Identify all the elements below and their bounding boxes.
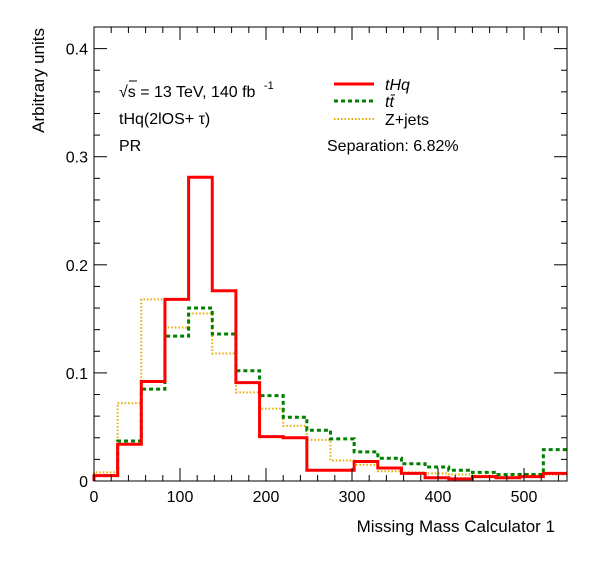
legend-label-ttbar: tt̄ xyxy=(385,94,396,111)
region-label: tHq(2lOS+ τ) xyxy=(119,111,210,128)
y-tick-label: 0.2 xyxy=(66,258,88,275)
y-tick-label: 0.3 xyxy=(66,150,88,167)
energy-label-main: √s = 13 TeV, 140 fb xyxy=(119,84,256,101)
energy-label: √s = 13 TeV, 140 fb -1 xyxy=(119,80,274,101)
pr-label: PR xyxy=(119,138,141,155)
series-line-thq xyxy=(94,177,567,481)
y-tick-label: 0.4 xyxy=(66,42,88,59)
series-layer xyxy=(94,177,567,481)
y-tick-label: 0 xyxy=(79,474,88,491)
y-axis-label: Arbitrary units xyxy=(29,28,48,133)
x-tick-label: 200 xyxy=(253,489,280,506)
separation-label: Separation: 6.82% xyxy=(327,138,459,155)
legend-label-zjets: Z+jets xyxy=(385,112,429,129)
x-axis-label: Missing Mass Calculator 1 xyxy=(357,517,555,536)
x-tick-label: 100 xyxy=(167,489,194,506)
x-tick-label: 400 xyxy=(425,489,452,506)
legend: tHq tt̄ Z+jets xyxy=(334,77,429,129)
x-tick-label: 300 xyxy=(339,489,366,506)
legend-label-thq: tHq xyxy=(385,77,410,94)
x-tick-label: 500 xyxy=(511,489,538,506)
x-tick-label: 0 xyxy=(90,489,99,506)
y-tick-label: 0.1 xyxy=(66,366,88,383)
energy-label-superscript: -1 xyxy=(264,80,274,92)
